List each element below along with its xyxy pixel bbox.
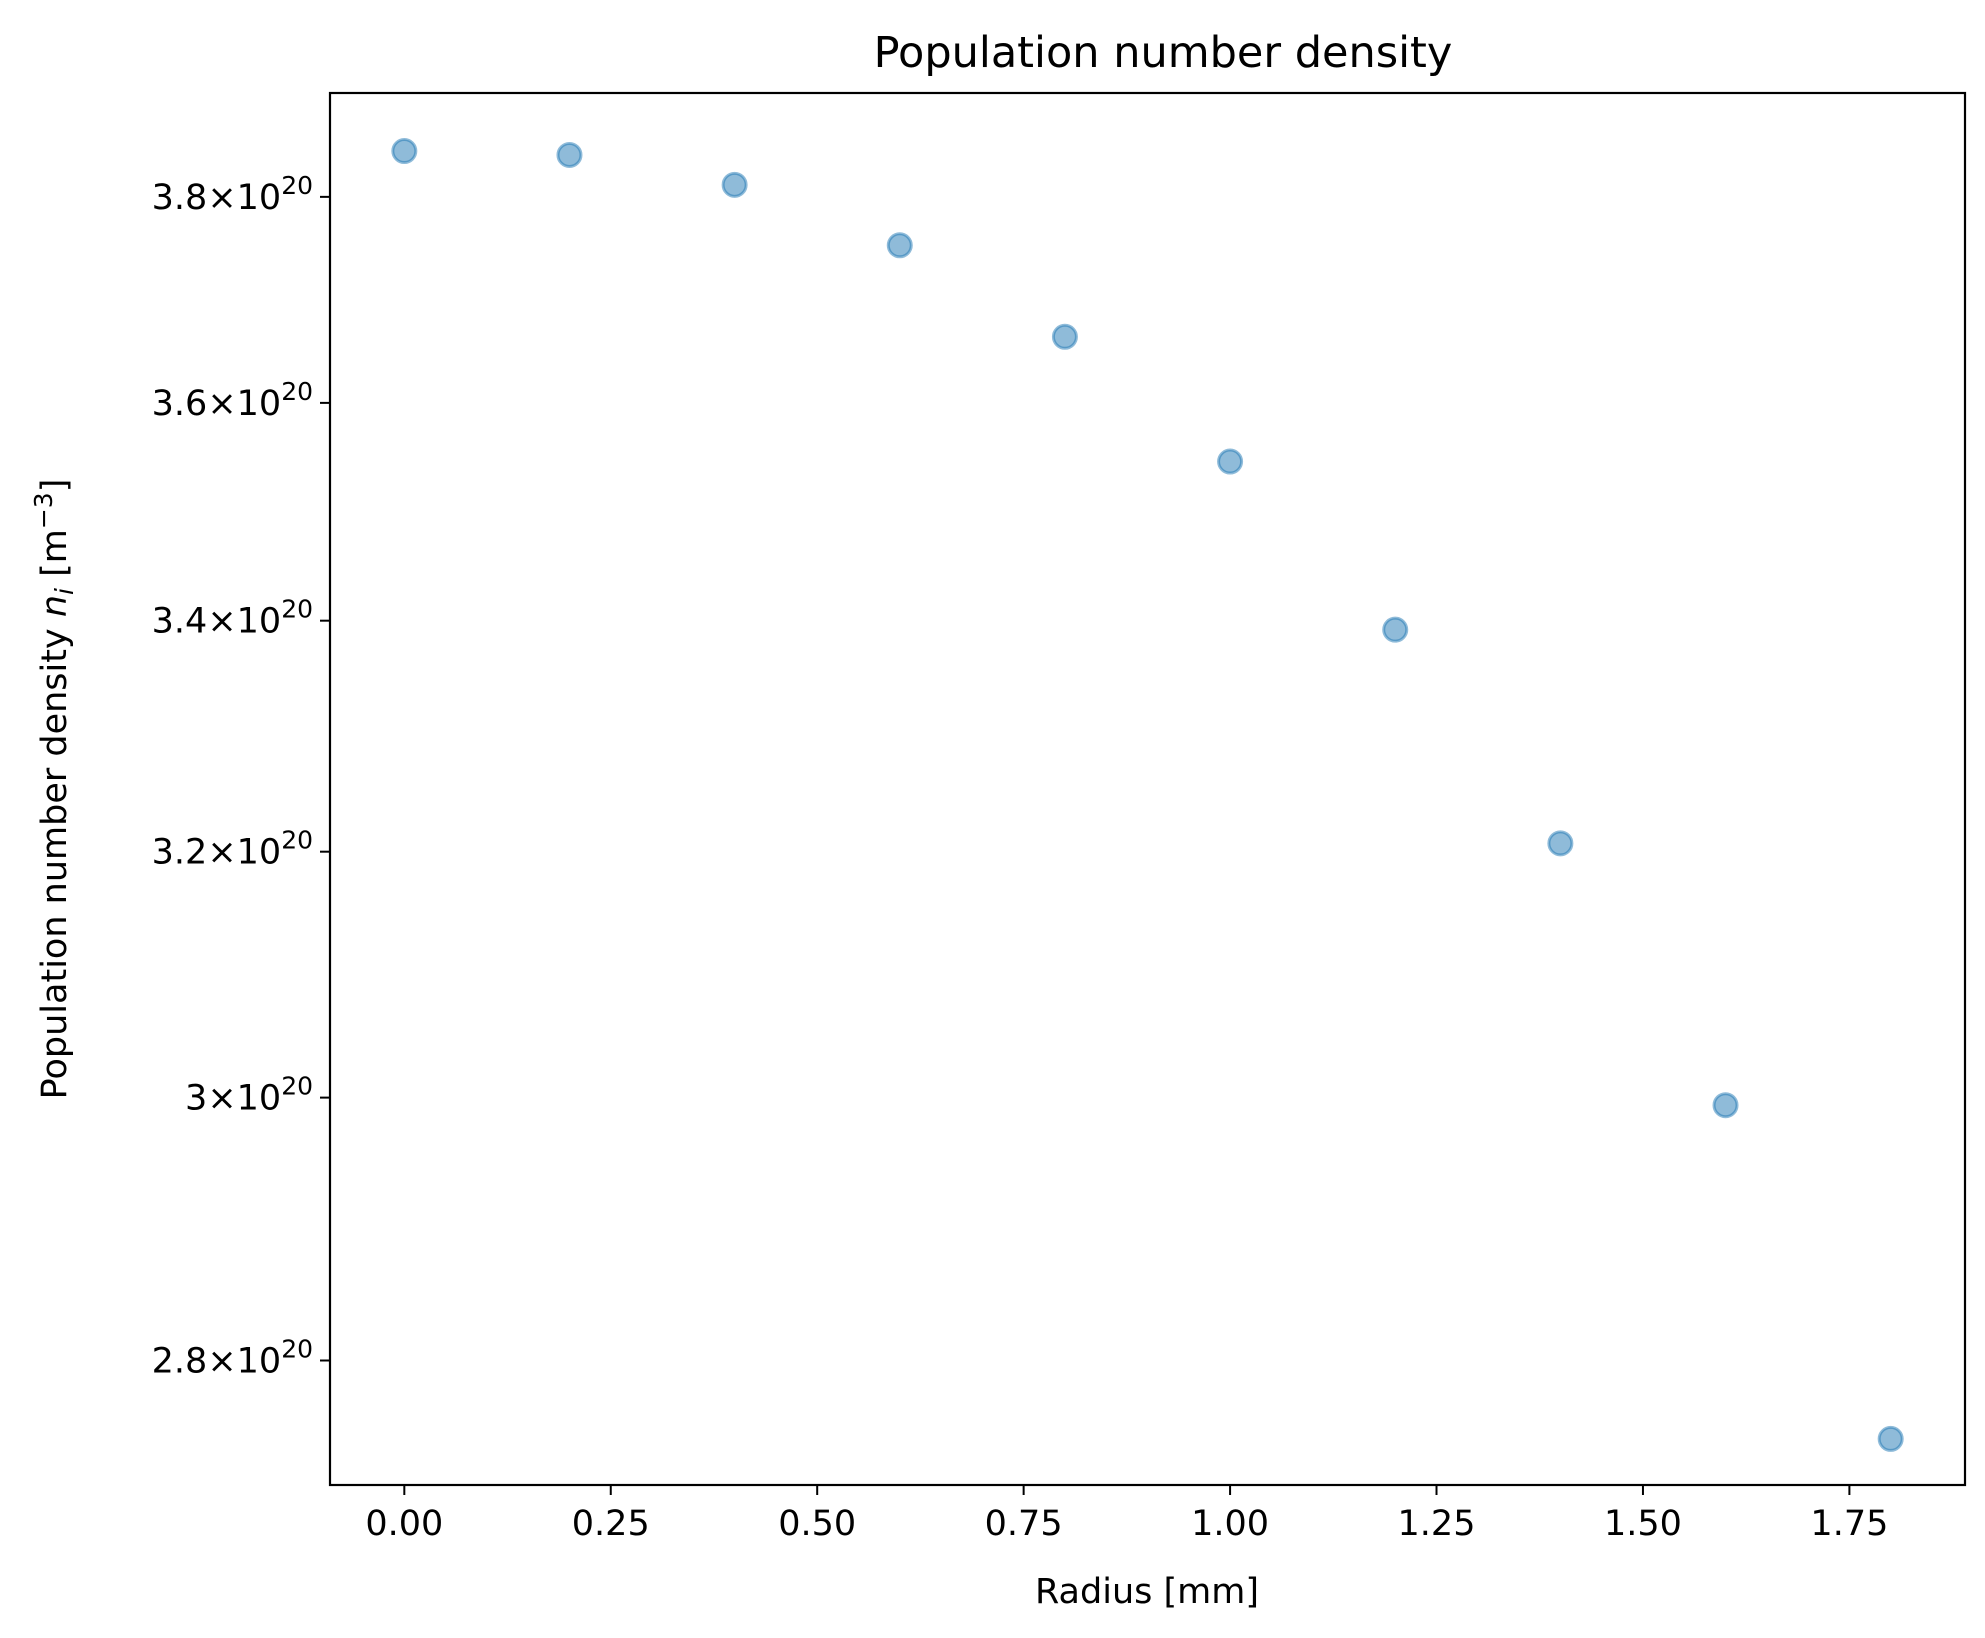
data-point (721, 171, 748, 198)
data-point (886, 232, 913, 259)
y-tick-label: 3.4×1020 (152, 595, 313, 642)
data-point (1382, 616, 1409, 643)
x-tick-label: 0.00 (365, 1504, 443, 1544)
data-point (1217, 448, 1244, 475)
x-tick-label: 1.75 (1810, 1504, 1888, 1544)
x-tick-label: 1.00 (1191, 1504, 1269, 1544)
y-axis-title: Population number density ni [m−3] (29, 479, 79, 1100)
x-tick-label: 0.25 (572, 1504, 650, 1544)
data-point (1051, 323, 1078, 350)
y-axis-title-variable: n (35, 595, 75, 617)
x-axis-title: Radius [mm] (1035, 1572, 1259, 1612)
y-axis-title-unit-exponent: −3 (29, 492, 58, 529)
y-tick-label: 3.2×1020 (152, 826, 313, 873)
x-tick-label: 1.50 (1604, 1504, 1682, 1544)
y-tick-label: 3.6×1020 (152, 377, 313, 424)
y-axis-title-variable-subscript: i (50, 588, 79, 595)
x-tick-label: 0.75 (985, 1504, 1063, 1544)
x-axis-ticks: 0.00 0.25 0.50 0.75 1.00 1.25 1.50 1.75 (365, 1485, 1888, 1544)
data-point (556, 141, 583, 168)
y-axis-ticks: 2.8×1020 3×1020 3.2×1020 3.4×1020 3.6×1020 3.… (152, 171, 330, 1382)
y-tick-label: 3.8×1020 (152, 171, 313, 218)
y-tick-label: 2.8×1020 (152, 1335, 313, 1382)
x-tick-label: 0.50 (778, 1504, 856, 1544)
data-point (391, 138, 418, 165)
y-axis-title-unit-open: [m (35, 529, 75, 588)
chart-title: Population number density (874, 28, 1453, 78)
data-points (391, 138, 1904, 1452)
y-tick-label: 3×1020 (185, 1072, 313, 1119)
y-axis-title-main: Population number density (35, 617, 75, 1099)
x-tick-label: 1.25 (1398, 1504, 1476, 1544)
y-axis-title-unit-close: ] (35, 479, 75, 493)
plot-frame (328, 91, 1967, 1487)
data-point (1877, 1425, 1904, 1452)
data-point (1712, 1092, 1739, 1119)
data-point (1547, 830, 1574, 857)
